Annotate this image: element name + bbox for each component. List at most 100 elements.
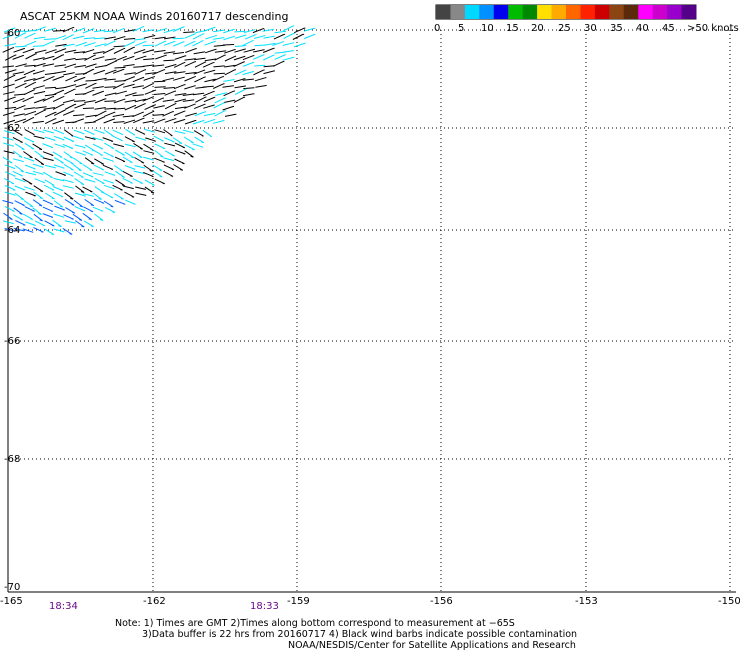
wind-barb-icon (115, 56, 127, 62)
wind-barb-icon (223, 28, 235, 34)
wind-barb-icon (204, 26, 216, 32)
wind-barb-icon (224, 55, 237, 62)
wind-barb-icon (192, 92, 205, 96)
map-title: ASCAT 25KM NOAA Winds 20160717 descendin… (20, 10, 288, 23)
wind-barb-icon (213, 29, 225, 33)
wind-barb-icon (42, 143, 54, 149)
wind-barb-icon (94, 43, 107, 47)
wind-barb-icon (243, 87, 255, 90)
legend-swatch (652, 5, 668, 19)
wind-barb-icon (184, 103, 196, 109)
legend-swatch (580, 5, 596, 19)
wind-barb-icon (132, 26, 145, 32)
legend-swatch (638, 5, 654, 19)
wind-barb-icon (192, 120, 205, 125)
wind-barb-icon (202, 85, 214, 88)
lon-label-156: -156 (430, 596, 453, 607)
wind-barb-icon (45, 192, 55, 200)
wind-barb-icon (243, 29, 256, 34)
wind-barb-icon (22, 48, 35, 54)
wind-barb-icon (64, 84, 77, 88)
wind-barb-icon (13, 214, 24, 221)
wind-barb-icon (173, 164, 184, 171)
wind-barb-icon (132, 76, 145, 83)
wind-barb-icon (94, 107, 106, 110)
wind-barb-icon (4, 164, 16, 169)
wind-barb-icon (203, 113, 216, 117)
wind-barb-icon (123, 41, 136, 48)
wind-barb-icon (223, 79, 235, 82)
wind-barb-icon (124, 99, 136, 103)
wind-barb-icon (123, 38, 136, 40)
wind-barb-icon (263, 70, 275, 75)
wind-barb-icon (44, 179, 55, 186)
wind-barb-icon (42, 157, 54, 161)
wind-barb-icon (224, 49, 236, 54)
wind-barb-icon (12, 98, 25, 104)
wind-barb-icon (73, 135, 84, 140)
wind-barb-icon (64, 88, 76, 95)
wind-barb-icon (2, 156, 13, 164)
wind-barb-icon (185, 48, 197, 53)
wind-barb-icon (162, 77, 174, 82)
wind-barb-icon (85, 82, 97, 89)
wind-barb-icon (104, 107, 116, 110)
wind-barb-icon (174, 142, 186, 149)
wind-barb-icon (234, 34, 247, 39)
wind-barb-icon (4, 69, 17, 74)
wind-barb-icon (212, 120, 225, 124)
wind-barb-icon (114, 66, 126, 69)
wind-barb-icon (73, 27, 86, 33)
wind-barb-icon (82, 49, 95, 54)
wind-barb-icon (94, 29, 106, 33)
wind-barb-icon (184, 33, 196, 39)
wind-barb-icon (124, 151, 135, 159)
wind-barb-icon (124, 72, 136, 75)
wind-barb-icon (104, 92, 117, 97)
wind-barb-icon (152, 164, 163, 172)
wind-barb-icon (115, 149, 126, 156)
wind-barb-icon (34, 220, 46, 227)
wind-barb-icon (213, 65, 225, 68)
wind-barb-icon (154, 40, 167, 47)
wind-barb-icon (53, 164, 65, 169)
wind-barb-icon (3, 119, 16, 125)
wind-barb-icon (163, 164, 175, 171)
wind-barb-icon (154, 150, 164, 158)
wind-barb-icon (34, 49, 47, 54)
wind-barb-icon (253, 54, 265, 60)
wind-barb-icon (24, 111, 36, 116)
wind-barb-icon (212, 83, 225, 89)
wind-barb-icon (114, 199, 126, 205)
wind-barb-icon (33, 213, 43, 222)
wind-barb-icon (55, 171, 66, 176)
wind-barb-icon (33, 91, 46, 95)
wind-barb-icon (64, 220, 76, 224)
wind-barb-icon (253, 35, 266, 39)
wind-barb-icon (84, 157, 95, 165)
wind-barb-icon (73, 171, 84, 178)
legend-label-20: 20 (531, 23, 544, 34)
wind-barb-icon (173, 76, 185, 81)
wind-barb-icon (63, 136, 75, 142)
wind-barb-icon (234, 88, 247, 95)
wind-barb-icon (133, 49, 146, 54)
wind-barb-icon (222, 85, 234, 88)
wind-barb-icon (14, 76, 27, 82)
wind-barb-icon (134, 129, 146, 135)
wind-barb-icon (152, 64, 165, 67)
wind-barb-icon (12, 170, 23, 177)
wind-barb-icon (4, 177, 15, 185)
wind-barb-icon (42, 96, 55, 102)
wind-barb-icon (184, 119, 197, 125)
wind-barb-icon (282, 25, 295, 32)
wind-barb-icon (173, 61, 186, 68)
wind-barb-icon (182, 129, 194, 134)
wind-barb-icon (163, 51, 176, 54)
wind-barb-icon (73, 51, 85, 54)
wind-barb-icon (3, 212, 13, 220)
wind-barb-icon (143, 150, 155, 154)
wind-barb-icon (104, 69, 117, 75)
wind-barb-icon (42, 55, 55, 60)
wind-barb-icon (13, 47, 25, 53)
